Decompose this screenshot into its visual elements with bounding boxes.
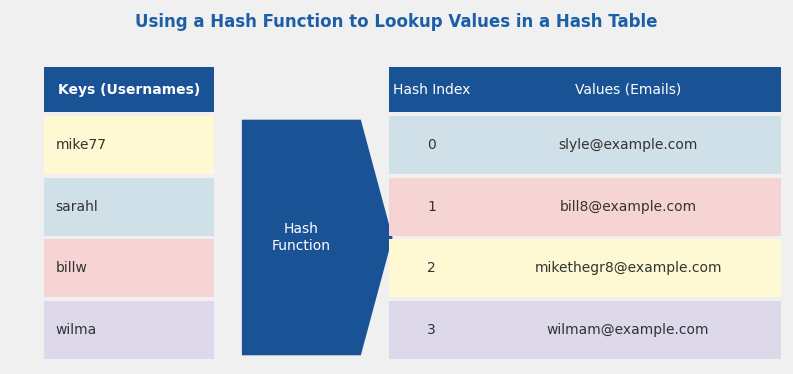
FancyBboxPatch shape [389,178,781,236]
Text: 2: 2 [427,261,436,275]
Text: 0: 0 [427,138,436,152]
FancyBboxPatch shape [44,239,214,297]
Text: wilma: wilma [56,323,97,337]
FancyBboxPatch shape [44,116,214,174]
Text: Hash Index: Hash Index [393,83,470,97]
FancyBboxPatch shape [389,116,781,174]
Text: wilmam@example.com: wilmam@example.com [546,323,709,337]
Text: billw: billw [56,261,87,275]
FancyBboxPatch shape [44,67,214,112]
Text: sarahl: sarahl [56,200,98,214]
Text: Keys (Usernames): Keys (Usernames) [58,83,200,97]
FancyBboxPatch shape [389,239,781,297]
FancyBboxPatch shape [389,301,781,359]
Text: mike77: mike77 [56,138,106,152]
FancyBboxPatch shape [44,178,214,236]
Text: 1: 1 [427,200,436,214]
Text: Values (Emails): Values (Emails) [575,83,681,97]
Text: bill8@example.com: bill8@example.com [559,200,696,214]
Text: slyle@example.com: slyle@example.com [558,138,698,152]
Text: 3: 3 [427,323,436,337]
FancyBboxPatch shape [44,301,214,359]
Polygon shape [242,120,393,355]
Text: mikethegr8@example.com: mikethegr8@example.com [534,261,722,275]
Text: Using a Hash Function to Lookup Values in a Hash Table: Using a Hash Function to Lookup Values i… [136,13,657,31]
FancyBboxPatch shape [389,67,781,112]
Text: Hash
Function: Hash Function [272,223,331,252]
